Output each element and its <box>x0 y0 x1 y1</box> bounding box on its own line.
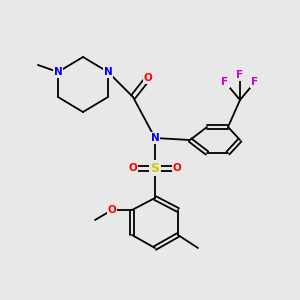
Text: O: O <box>108 205 116 215</box>
Text: N: N <box>151 133 159 143</box>
Text: —: — <box>37 64 39 65</box>
Text: N: N <box>103 67 112 77</box>
Text: F: F <box>251 77 259 87</box>
Text: O: O <box>129 163 137 173</box>
Text: O: O <box>172 163 182 173</box>
Text: F: F <box>221 77 229 87</box>
Text: F: F <box>236 70 244 80</box>
Text: O: O <box>144 73 152 83</box>
Text: S: S <box>151 161 160 175</box>
Text: N: N <box>54 67 62 77</box>
